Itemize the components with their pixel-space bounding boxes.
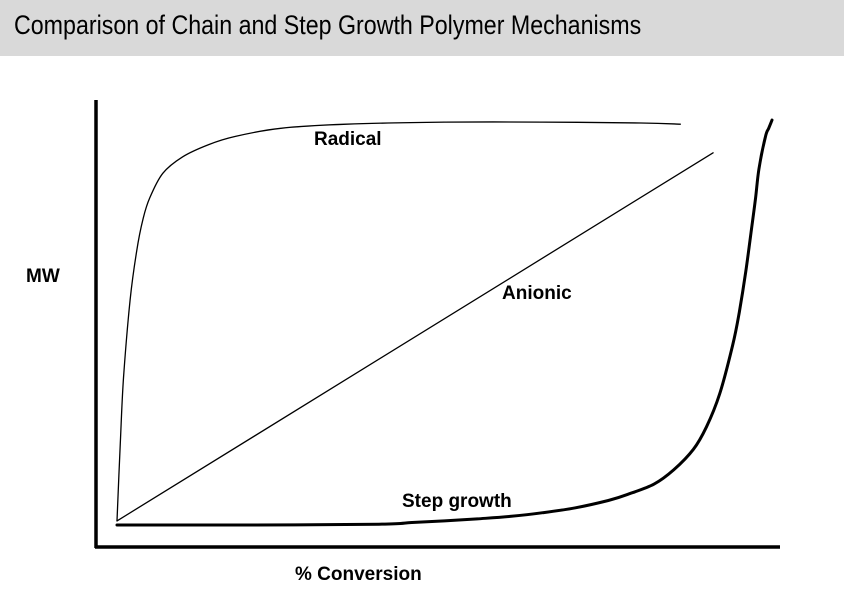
slide-title: Comparison of Chain and Step Growth Poly… <box>14 10 642 40</box>
series-line-radical <box>116 121 681 522</box>
series-label-step-growth: Step growth <box>402 491 512 512</box>
series-label-radical: Radical <box>314 129 382 150</box>
series-layer <box>115 118 774 527</box>
y-axis-label: MW <box>26 266 60 287</box>
series-line-anionic <box>116 152 714 522</box>
x-axis-label: % Conversion <box>295 564 422 585</box>
series-line-step-growth <box>115 118 774 527</box>
series-label-anionic: Anionic <box>502 283 572 304</box>
slide-title-bar: Comparison of Chain and Step Growth Poly… <box>0 0 844 56</box>
